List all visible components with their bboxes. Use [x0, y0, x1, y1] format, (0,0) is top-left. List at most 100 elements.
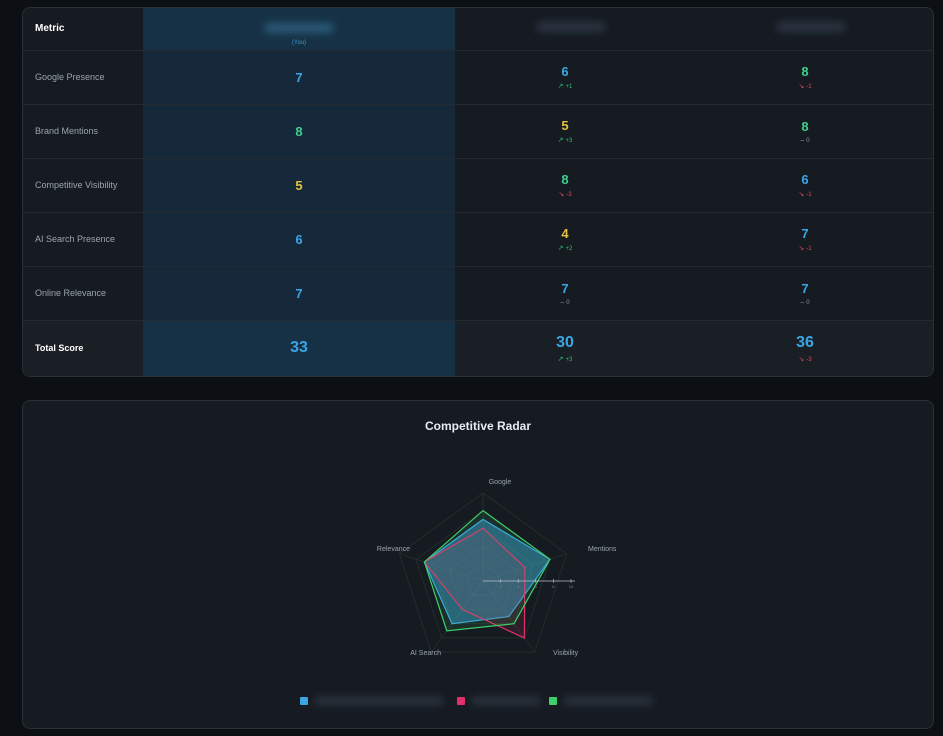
delta-value: -3 — [566, 192, 572, 198]
competitor-2-column-header — [675, 8, 933, 51]
metric-column-header: Metric — [23, 8, 143, 51]
competitor-score: 5 — [561, 118, 569, 133]
legend-swatch-pink — [457, 697, 465, 705]
radar-tick-label: 10 — [569, 584, 574, 589]
you-score: 7 — [295, 69, 303, 85]
competitor-1-score-cell: 6 ↗ +1 — [455, 50, 675, 105]
you-score: 5 — [295, 177, 303, 193]
competitor-score: 8 — [561, 172, 569, 187]
table-row: AI Search Presence 6 4 ↗ +2 7 ↘ -1 — [23, 212, 933, 267]
competitor-1-score-cell: 5 ↗ +3 — [455, 104, 675, 159]
delta-value: -3 — [806, 356, 812, 363]
competitor-1-total-cell: 30 ↗ +3 — [455, 320, 675, 376]
delta-value: -1 — [806, 192, 812, 198]
total-label: Total Score — [23, 320, 143, 376]
score-delta: –0 — [455, 299, 675, 306]
radar-grid-ring — [432, 527, 534, 625]
score-delta: ↗ +1 — [455, 82, 675, 90]
radar-axis-label: Google — [489, 479, 512, 486]
trend-flat-icon: – — [800, 136, 805, 144]
trend-down-icon: ↘ — [798, 355, 805, 363]
competitor-score: 8 — [801, 64, 809, 79]
metric-label: Online Relevance — [23, 266, 143, 321]
radar-grid-ring — [398, 492, 568, 653]
redacted-legend-name — [563, 697, 653, 705]
radar-title: Competitive Radar — [424, 419, 532, 433]
trend-flat-icon: – — [560, 298, 565, 306]
radar-spoke — [430, 580, 484, 653]
redacted-legend-name — [314, 697, 444, 705]
radar-spoke — [399, 553, 484, 582]
trend-up-icon: ↗ — [557, 355, 564, 363]
score-delta: ↘ -3 — [455, 190, 675, 198]
table-row: Google Presence 7 6 ↗ +1 8 ↘ -1 — [23, 50, 933, 105]
score-delta: ↗ +3 — [455, 355, 675, 363]
trend-flat-icon: – — [800, 298, 805, 306]
radar-tick-label: 6 — [535, 584, 538, 589]
radar-axis-label: Visibility — [553, 650, 579, 657]
delta-value: +3 — [565, 138, 573, 144]
you-score: 8 — [295, 123, 303, 139]
you-score: 7 — [295, 285, 303, 301]
score-delta: ↗ +2 — [455, 244, 675, 252]
redacted-competitor-name — [776, 22, 846, 33]
score-delta: ↘ -1 — [675, 82, 933, 90]
trend-up-icon: ↗ — [557, 245, 564, 252]
you-score-cell: 6 — [143, 212, 455, 267]
delta-value: 0 — [806, 137, 810, 144]
radar-axis-label: Mentions — [588, 546, 617, 553]
trend-down-icon: ↘ — [798, 191, 805, 198]
competitor-1-score-cell: 8 ↘ -3 — [455, 158, 675, 213]
metric-label: AI Search Presence — [23, 212, 143, 267]
competitor-2-score-cell: 8 –0 — [675, 104, 933, 159]
competitor-score: 7 — [561, 280, 569, 296]
radar-axis-label: Relevance — [377, 546, 410, 553]
radar-tick-label: 8 — [552, 584, 555, 589]
you-score-cell: 5 — [143, 158, 455, 213]
radar-series-3 — [423, 509, 551, 632]
competitor-2-score-cell: 7 –0 — [675, 266, 933, 321]
competitor-score: 6 — [561, 64, 569, 79]
radar-chart: 2 4 6 8 10 Google Mentions Visibility AI Search R… — [377, 479, 617, 657]
competitor-1-column-header — [455, 8, 675, 51]
radar-tick-label: 2 — [499, 584, 502, 589]
you-total-score: 33 — [290, 339, 308, 357]
you-column-header: (You) — [143, 8, 455, 51]
competitor-2-score-cell: 8 ↘ -1 — [675, 50, 933, 105]
score-delta: ↘ -1 — [675, 190, 933, 198]
competitor-1-score-cell: 4 ↗ +2 — [455, 212, 675, 267]
competitor-score: 7 — [801, 280, 809, 296]
metric-label: Google Presence — [23, 50, 143, 105]
metric-label: Brand Mentions — [23, 104, 143, 159]
competitor-total-score: 36 — [796, 333, 814, 351]
delta-value: +3 — [565, 356, 573, 363]
delta-value: +2 — [565, 246, 573, 252]
competitor-2-score-cell: 6 ↘ -1 — [675, 158, 933, 213]
delta-value: -1 — [806, 84, 812, 90]
metric-label: Competitive Visibility — [23, 158, 143, 213]
competitor-score: 7 — [801, 226, 809, 241]
delta-value: 0 — [806, 299, 810, 306]
radar-series-2 — [423, 527, 526, 639]
score-delta: ↗ +3 — [455, 136, 675, 144]
redacted-competitor-name — [536, 22, 606, 33]
delta-value: +1 — [565, 84, 573, 90]
competitor-1-score-cell: 7 –0 — [455, 266, 675, 321]
delta-value: -1 — [806, 246, 812, 252]
trend-down-icon: ↘ — [798, 83, 805, 90]
you-score-cell: 8 — [143, 104, 455, 159]
radar-axis-label: AI Search — [410, 650, 441, 657]
comparison-table-panel: Metric (You) Google Presence 7 6 ↗ +1 8 ↘ -1 Bra… — [22, 7, 934, 377]
radar-series-1 — [423, 518, 551, 625]
redacted-legend-name — [471, 697, 541, 705]
you-score-cell: 7 — [143, 266, 455, 321]
delta-value: 0 — [566, 299, 570, 306]
score-delta: –0 — [675, 136, 933, 144]
trend-up-icon: ↗ — [557, 137, 564, 144]
competitor-score: 8 — [801, 118, 809, 134]
you-score: 6 — [295, 231, 303, 247]
legend-swatch-green — [549, 697, 557, 705]
you-total-cell: 33 — [143, 320, 455, 376]
table-row: Competitive Visibility 5 8 ↘ -3 6 ↘ -1 — [23, 158, 933, 213]
trend-down-icon: ↘ — [558, 191, 565, 198]
